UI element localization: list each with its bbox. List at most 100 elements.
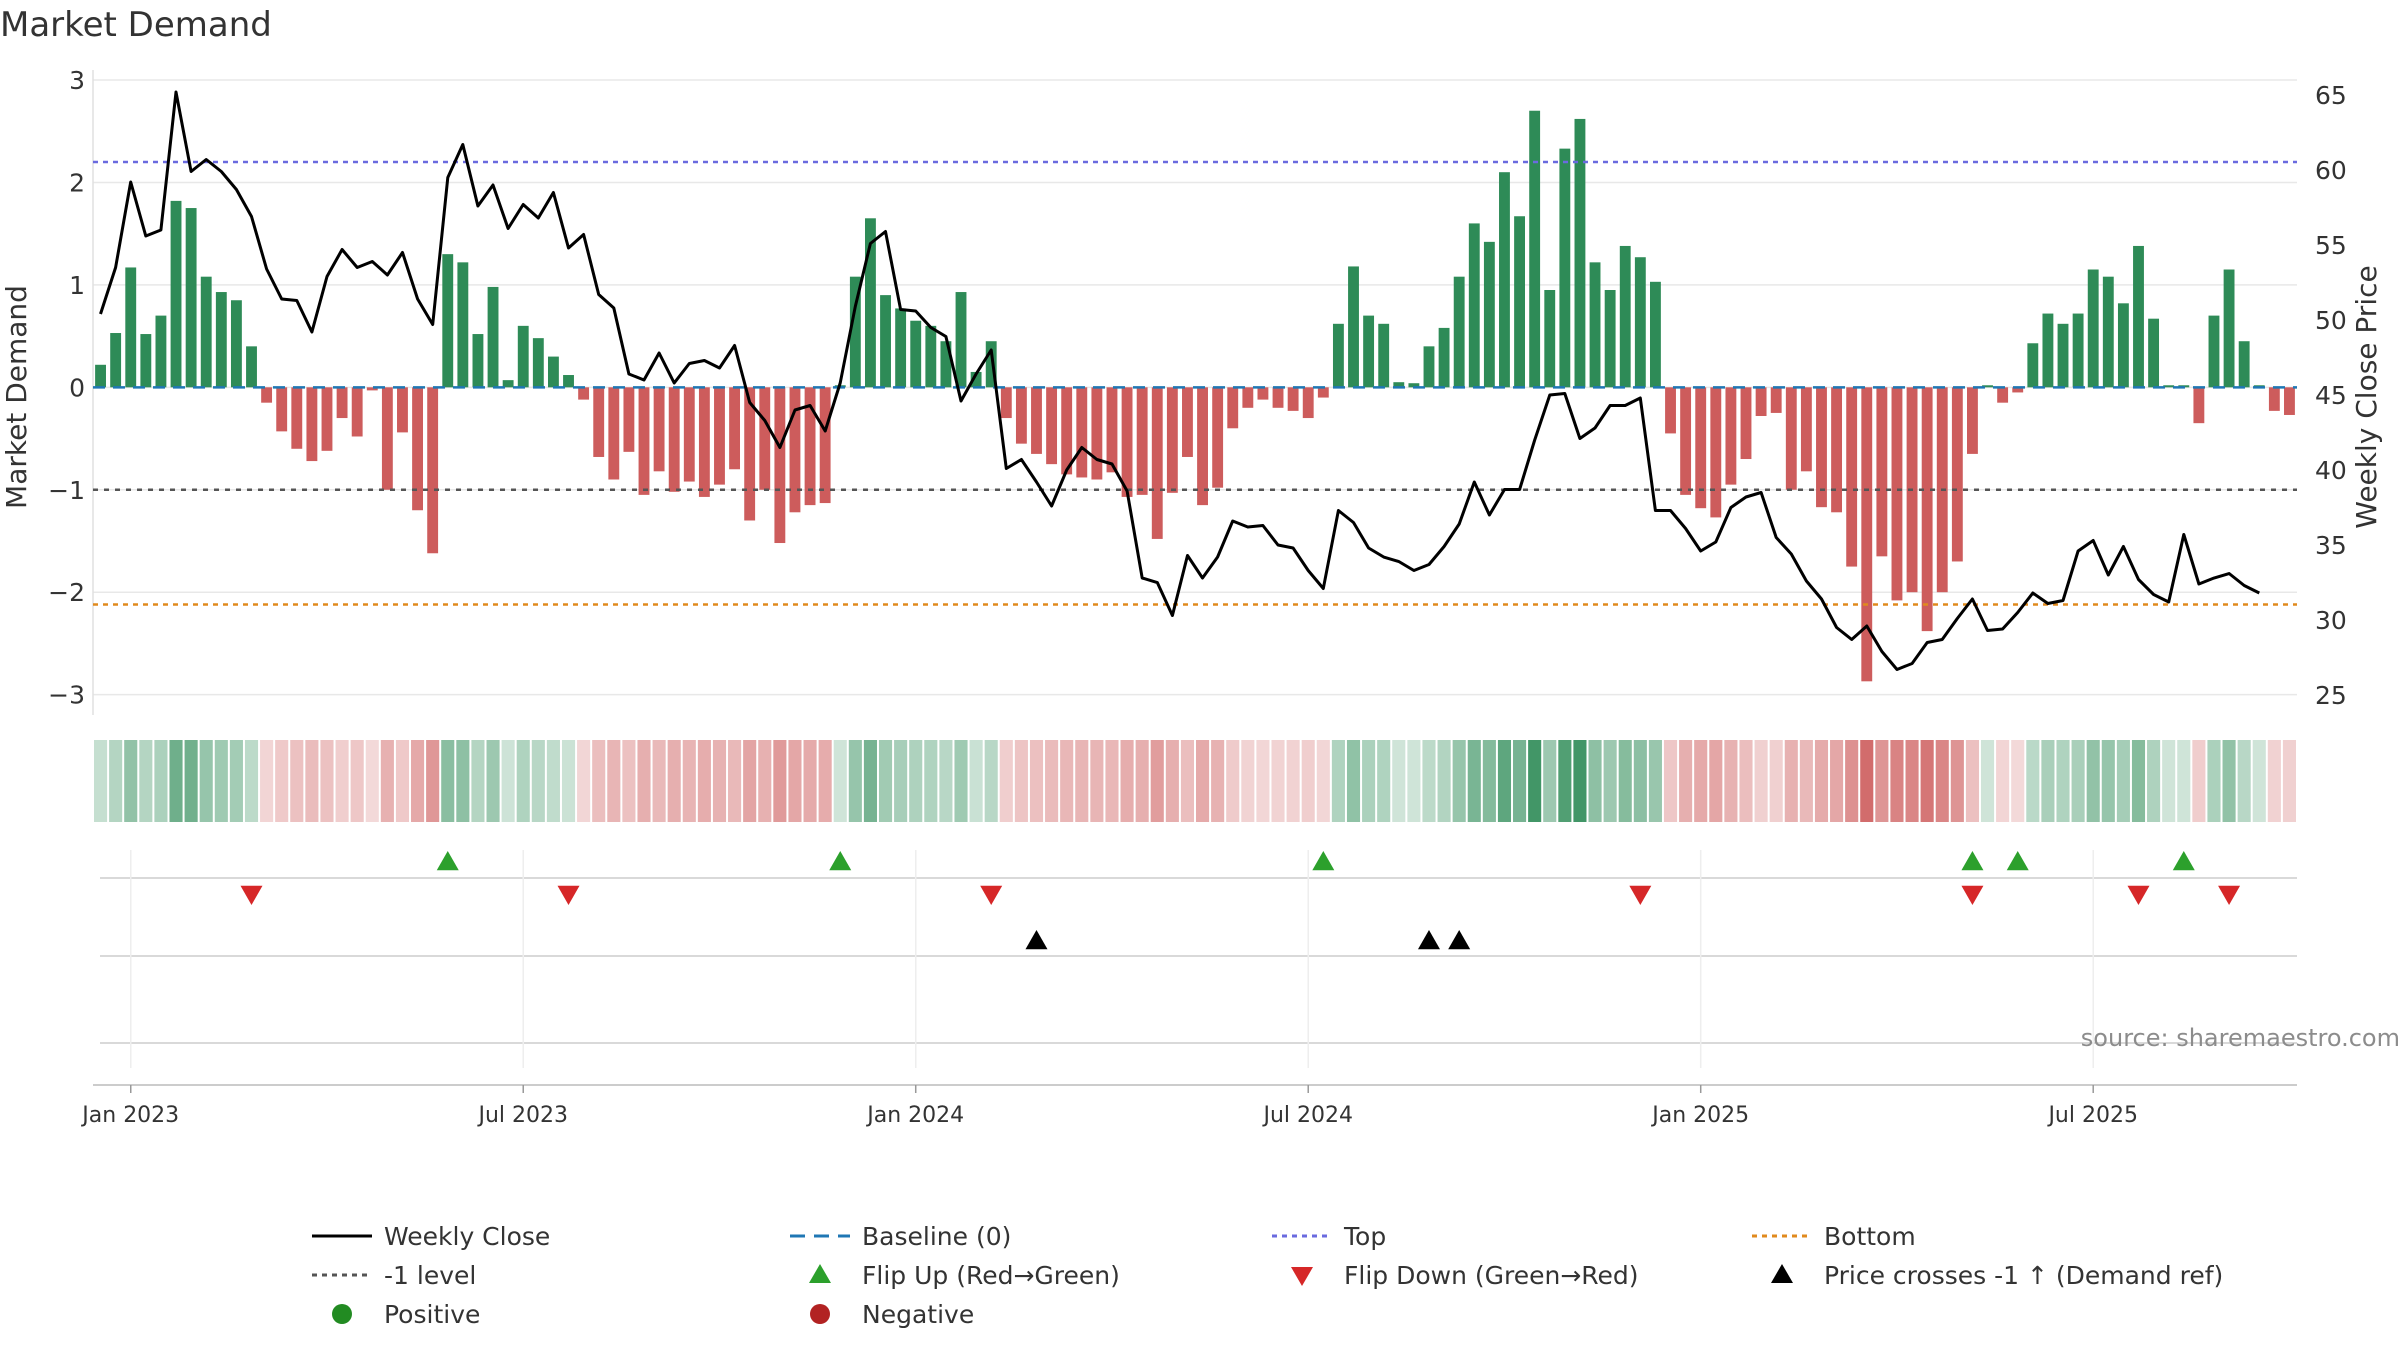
heat-cell xyxy=(456,740,470,822)
chart-title: Market Demand xyxy=(0,5,272,45)
heat-cell xyxy=(1180,740,1194,822)
heat-cell xyxy=(380,740,394,822)
legend-label: Negative xyxy=(862,1300,974,1329)
demand-bar xyxy=(1257,387,1269,400)
heat-cell xyxy=(1769,740,1783,822)
heat-cell xyxy=(1965,740,1979,822)
legend-item: Top xyxy=(1272,1222,1386,1251)
demand-bar xyxy=(200,276,212,388)
demand-bar xyxy=(910,320,922,388)
demand-bar xyxy=(1574,118,1586,388)
demand-bar xyxy=(1408,383,1420,388)
demand-bar xyxy=(2117,303,2129,388)
demand-bar xyxy=(1393,382,1405,388)
x-tick-label: Jul 2023 xyxy=(476,1103,568,1128)
demand-bar xyxy=(1197,387,1208,506)
demand-bar xyxy=(1151,387,1163,539)
right-axis-ticks: 65 60 55 50 45 40 35 30 25 xyxy=(2315,81,2347,710)
heat-cell xyxy=(1603,740,1617,822)
legend-swatch xyxy=(1771,1264,1793,1283)
price-cross-marker xyxy=(1025,930,1048,950)
heat-cell xyxy=(1437,740,1451,822)
heat-cell xyxy=(1241,740,1255,822)
demand-bar xyxy=(1680,387,1692,495)
demand-bar xyxy=(336,387,348,419)
heat-cell xyxy=(1875,740,1889,822)
heat-cell xyxy=(773,740,787,822)
demand-bar xyxy=(427,387,439,554)
heat-cell xyxy=(184,740,198,822)
demand-bar xyxy=(563,375,574,388)
heat-cell xyxy=(109,740,123,822)
demand-bar xyxy=(1951,387,1963,562)
demand-bar xyxy=(1061,387,1073,475)
heat-cell xyxy=(803,740,817,822)
demand-bar xyxy=(1982,385,1993,388)
demand-bar xyxy=(532,338,544,388)
demand-bar xyxy=(1514,216,1525,388)
demand-bar xyxy=(306,387,318,462)
demand-bar xyxy=(1227,387,1239,429)
heat-cell xyxy=(2207,740,2221,822)
demand-bar xyxy=(1559,148,1571,388)
heat-cell xyxy=(1407,740,1421,822)
heat-cell xyxy=(1679,740,1693,822)
demand-bar xyxy=(1438,327,1450,388)
heat-cell xyxy=(1754,740,1768,822)
heat-cell xyxy=(471,740,485,822)
demand-bar xyxy=(578,387,590,400)
heat-cell xyxy=(2131,740,2146,822)
demand-bar xyxy=(215,292,227,388)
demand-bar xyxy=(1317,387,1329,398)
legend-item: Price crosses -1 ↑ (Demand ref) xyxy=(1771,1261,2223,1290)
flip-down-marker xyxy=(557,885,580,905)
heat-cell xyxy=(2282,740,2296,822)
demand-bar xyxy=(880,295,891,388)
y-tick-label: 3 xyxy=(69,66,85,95)
y2-tick-label: 55 xyxy=(2315,231,2347,260)
demand-bar xyxy=(412,387,423,511)
heat-cell xyxy=(1724,740,1738,822)
demand-bar xyxy=(1468,223,1480,388)
heat-cell xyxy=(1467,740,1481,822)
heat-cell xyxy=(2147,740,2161,822)
heat-cell xyxy=(1648,740,1662,822)
demand-bar xyxy=(1695,387,1707,509)
legend-label: Flip Down (Green→Red) xyxy=(1344,1261,1639,1290)
flip-down-marker xyxy=(1961,885,1984,905)
heat-cell xyxy=(1120,740,1134,822)
heat-cell xyxy=(1543,740,1557,822)
demand-bar xyxy=(895,308,907,388)
demand-bar xyxy=(1076,387,1088,478)
demand-bar xyxy=(1031,387,1042,454)
demand-bar xyxy=(789,387,801,513)
heat-cell xyxy=(1316,740,1330,822)
level-lines xyxy=(93,160,2297,606)
heat-cell xyxy=(788,740,802,822)
heat-cell xyxy=(924,740,938,822)
x-tick-label: Jul 2025 xyxy=(2046,1103,2138,1128)
demand-bar xyxy=(608,387,620,480)
demand-bar xyxy=(1212,387,1224,488)
demand-bar xyxy=(502,380,514,388)
heat-cell xyxy=(2026,740,2040,822)
heat-cell xyxy=(305,740,319,822)
heat-cell xyxy=(2267,740,2281,822)
demand-bar xyxy=(2163,385,2175,388)
heat-cell xyxy=(139,740,153,822)
heat-cell xyxy=(1799,740,1813,822)
heat-cell xyxy=(909,740,923,822)
main-panel: 3 2 1 0 −1 −2 −3 65 60 55 50 45 40 35 30 25 Market Dem… xyxy=(0,66,2383,715)
heat-cell xyxy=(1211,740,1225,822)
demand-bar xyxy=(698,387,710,497)
heat-cell xyxy=(1090,740,1104,822)
demand-bar xyxy=(1000,387,1012,419)
heat-cell xyxy=(1029,740,1044,822)
demand-bar xyxy=(1423,346,1435,388)
demand-bar xyxy=(442,254,454,388)
demand-bar xyxy=(1544,290,1556,388)
heat-cell xyxy=(954,740,968,822)
legend-label: Bottom xyxy=(1824,1222,1916,1251)
demand-bar xyxy=(1831,387,1843,513)
demand-bar xyxy=(1363,315,1375,388)
